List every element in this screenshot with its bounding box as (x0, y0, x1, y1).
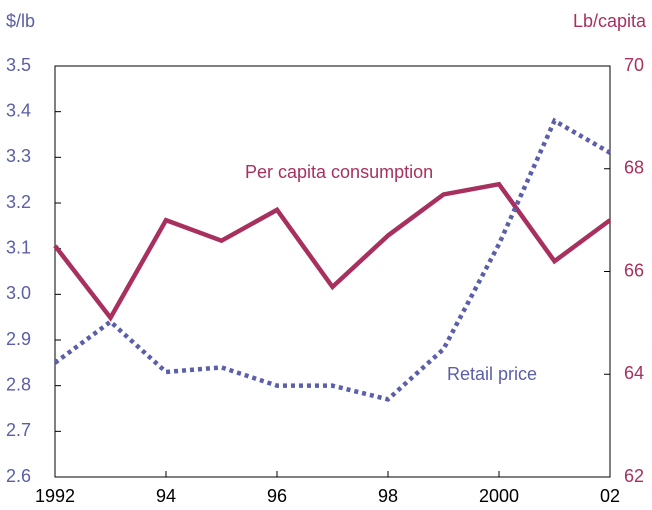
y-tick-label: 3.4 (6, 100, 31, 120)
y-tick-label: 3.3 (6, 146, 31, 166)
y-axis-label: $/lb (6, 11, 35, 31)
y2-tick-label: 66 (624, 260, 644, 280)
series-line (53, 117, 612, 402)
y2-tick-label: 64 (624, 363, 644, 383)
y-tick-label: 2.6 (6, 466, 31, 486)
y-tick-label: 2.9 (6, 329, 31, 349)
y-tick-label: 3.5 (6, 55, 31, 75)
x-tick-label: 2000 (479, 486, 519, 506)
y2-tick-label: 70 (624, 55, 644, 75)
series-line (53, 181, 612, 322)
y2-tick-label: 62 (624, 466, 644, 486)
x-tick-label: 94 (156, 486, 176, 506)
y2-tick-label: 68 (624, 158, 644, 178)
x-tick-label: 1992 (35, 486, 75, 506)
y-tick-label: 3.1 (6, 237, 31, 257)
y-tick-label: 3.0 (6, 283, 31, 303)
series-label: Retail price (447, 364, 537, 384)
series-label: Per capita consumption (245, 162, 433, 182)
x-tick-label: 98 (378, 486, 398, 506)
y-tick-label: 2.8 (6, 374, 31, 394)
y-tick-label: 2.7 (6, 420, 31, 440)
x-tick-label: 02 (600, 486, 620, 506)
y-tick-label: 3.2 (6, 192, 31, 212)
x-tick-label: 96 (267, 486, 287, 506)
y2-axis-label: Lb/capita (573, 11, 647, 31)
